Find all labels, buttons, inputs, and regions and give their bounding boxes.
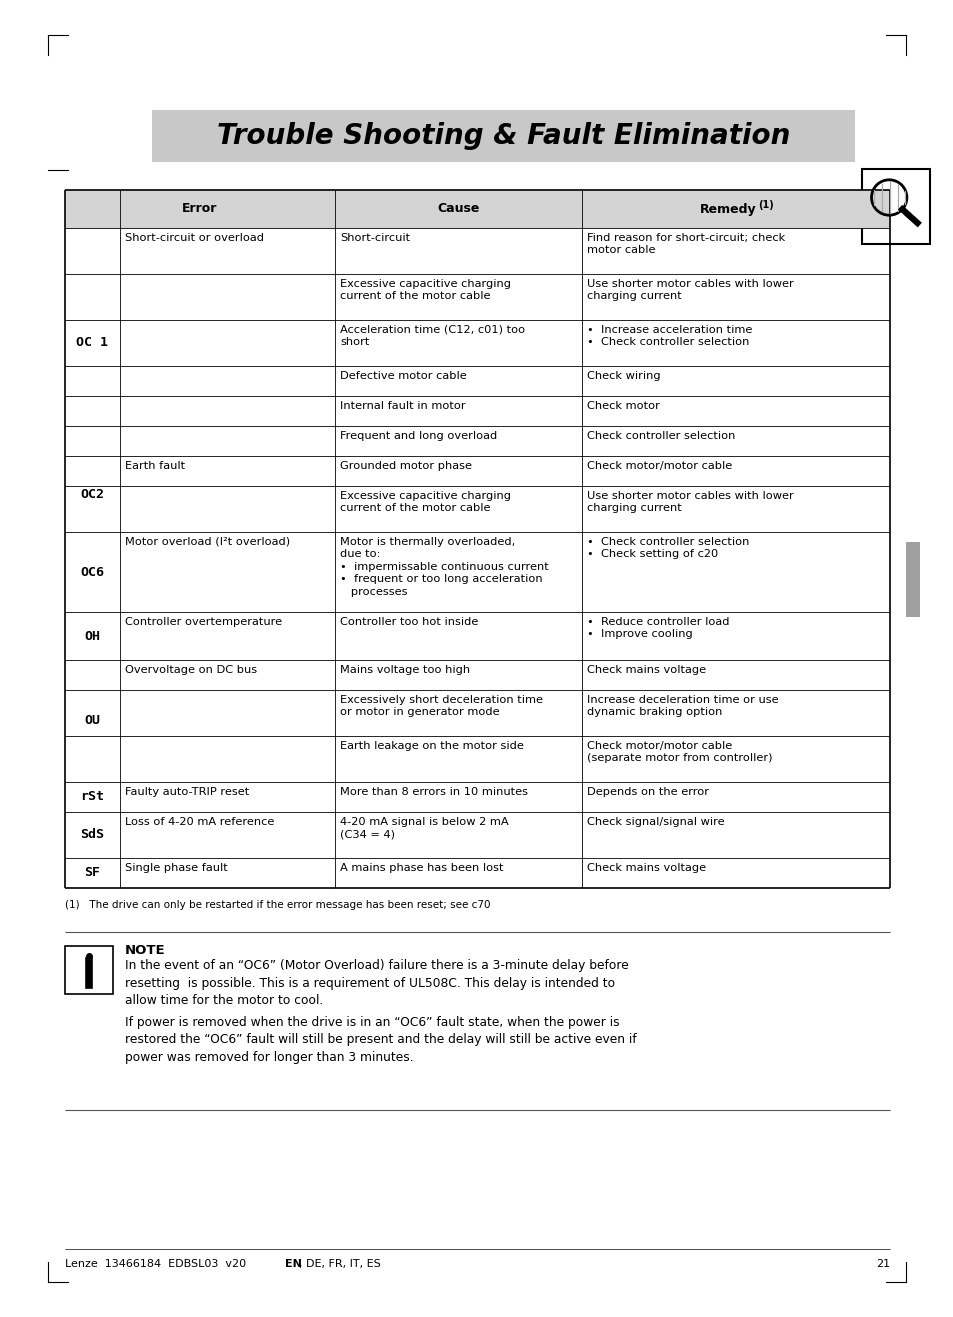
Text: If power is removed when the drive is in an “OC6” fault state, when the power is: If power is removed when the drive is in… xyxy=(125,1015,636,1064)
Bar xyxy=(152,111,854,162)
Text: Frequent and long overload: Frequent and long overload xyxy=(339,431,497,441)
Bar xyxy=(905,543,919,616)
Text: Controller overtemperature: Controller overtemperature xyxy=(125,616,282,627)
Text: Single phase fault: Single phase fault xyxy=(125,863,228,873)
Text: A mains phase has been lost: A mains phase has been lost xyxy=(339,863,503,873)
Text: EN: EN xyxy=(285,1259,301,1270)
Text: (1): (1) xyxy=(758,200,773,209)
Text: •  Check controller selection
•  Check setting of c20: • Check controller selection • Check set… xyxy=(586,537,749,560)
Text: Trouble Shooting & Fault Elimination: Trouble Shooting & Fault Elimination xyxy=(216,122,789,150)
Text: Check mains voltage: Check mains voltage xyxy=(586,665,705,676)
Text: Controller too hot inside: Controller too hot inside xyxy=(339,616,477,627)
Text: Cause: Cause xyxy=(436,203,479,216)
Text: rSt: rSt xyxy=(80,790,105,803)
Text: Acceleration time (C12, c01) too
short: Acceleration time (C12, c01) too short xyxy=(339,325,524,348)
Bar xyxy=(65,946,112,994)
Text: Check motor/motor cable
(separate motor from controller): Check motor/motor cable (separate motor … xyxy=(586,741,772,764)
Text: OU: OU xyxy=(85,715,100,727)
Text: Remedy: Remedy xyxy=(699,203,756,216)
Text: Check mains voltage: Check mains voltage xyxy=(586,863,705,873)
Text: Loss of 4-20 mA reference: Loss of 4-20 mA reference xyxy=(125,817,274,827)
Text: Faulty auto-TRIP reset: Faulty auto-TRIP reset xyxy=(125,788,249,797)
Text: SF: SF xyxy=(85,867,100,880)
Bar xyxy=(862,169,929,244)
Text: •  Reduce controller load
•  Improve cooling: • Reduce controller load • Improve cooli… xyxy=(586,616,729,639)
Text: Motor is thermally overloaded,
due to:
•  impermissable continuous current
•  fr: Motor is thermally overloaded, due to: •… xyxy=(339,537,548,597)
Text: Short-circuit or overload: Short-circuit or overload xyxy=(125,233,264,244)
Bar xyxy=(65,190,889,888)
Bar xyxy=(65,190,889,228)
Text: Excessively short deceleration time
or motor in generator mode: Excessively short deceleration time or m… xyxy=(339,695,542,718)
Text: •  Increase acceleration time
•  Check controller selection: • Increase acceleration time • Check con… xyxy=(586,325,752,348)
Text: OC2: OC2 xyxy=(80,487,105,500)
Text: Increase deceleration time or use
dynamic braking option: Increase deceleration time or use dynami… xyxy=(586,695,778,718)
Text: 4-20 mA signal is below 2 mA
(C34 = 4): 4-20 mA signal is below 2 mA (C34 = 4) xyxy=(339,817,508,839)
Text: NOTE: NOTE xyxy=(125,944,166,957)
Text: Use shorter motor cables with lower
charging current: Use shorter motor cables with lower char… xyxy=(586,279,793,302)
Text: SdS: SdS xyxy=(80,828,105,842)
Text: Check motor/motor cable: Check motor/motor cable xyxy=(586,461,732,471)
Text: Earth leakage on the motor side: Earth leakage on the motor side xyxy=(339,741,523,751)
Text: (1)   The drive can only be restarted if the error message has been reset; see c: (1) The drive can only be restarted if t… xyxy=(65,900,490,910)
Text: Check motor: Check motor xyxy=(586,400,659,411)
Text: More than 8 errors in 10 minutes: More than 8 errors in 10 minutes xyxy=(339,788,527,797)
Text: Use shorter motor cables with lower
charging current: Use shorter motor cables with lower char… xyxy=(586,491,793,514)
Text: Internal fault in motor: Internal fault in motor xyxy=(339,400,465,411)
Text: Check signal/signal wire: Check signal/signal wire xyxy=(586,817,724,827)
Text: , DE, FR, IT, ES: , DE, FR, IT, ES xyxy=(298,1259,380,1270)
Text: Error: Error xyxy=(182,203,217,216)
Text: Short-circuit: Short-circuit xyxy=(339,233,410,244)
Text: Overvoltage on DC bus: Overvoltage on DC bus xyxy=(125,665,257,676)
Text: Motor overload (I²t overload): Motor overload (I²t overload) xyxy=(125,537,290,547)
Text: Earth fault: Earth fault xyxy=(125,461,185,471)
Text: Check controller selection: Check controller selection xyxy=(586,431,735,441)
Text: Defective motor cable: Defective motor cable xyxy=(339,371,466,381)
Text: Mains voltage too high: Mains voltage too high xyxy=(339,665,470,676)
Text: Depends on the error: Depends on the error xyxy=(586,788,708,797)
Text: 21: 21 xyxy=(875,1259,889,1270)
Text: Excessive capacitive charging
current of the motor cable: Excessive capacitive charging current of… xyxy=(339,279,511,302)
Text: Grounded motor phase: Grounded motor phase xyxy=(339,461,472,471)
Text: In the event of an “OC6” (Motor Overload) failure there is a 3-minute delay befo: In the event of an “OC6” (Motor Overload… xyxy=(125,959,628,1008)
Text: Find reason for short-circuit; check
motor cable: Find reason for short-circuit; check mot… xyxy=(586,233,784,255)
Text: OC6: OC6 xyxy=(80,565,105,578)
Text: Excessive capacitive charging
current of the motor cable: Excessive capacitive charging current of… xyxy=(339,491,511,514)
Text: Check wiring: Check wiring xyxy=(586,371,659,381)
Text: OC 1: OC 1 xyxy=(76,336,109,349)
Text: OH: OH xyxy=(85,630,100,643)
Text: Lenze  13466184  EDBSL03  v20: Lenze 13466184 EDBSL03 v20 xyxy=(65,1259,253,1270)
